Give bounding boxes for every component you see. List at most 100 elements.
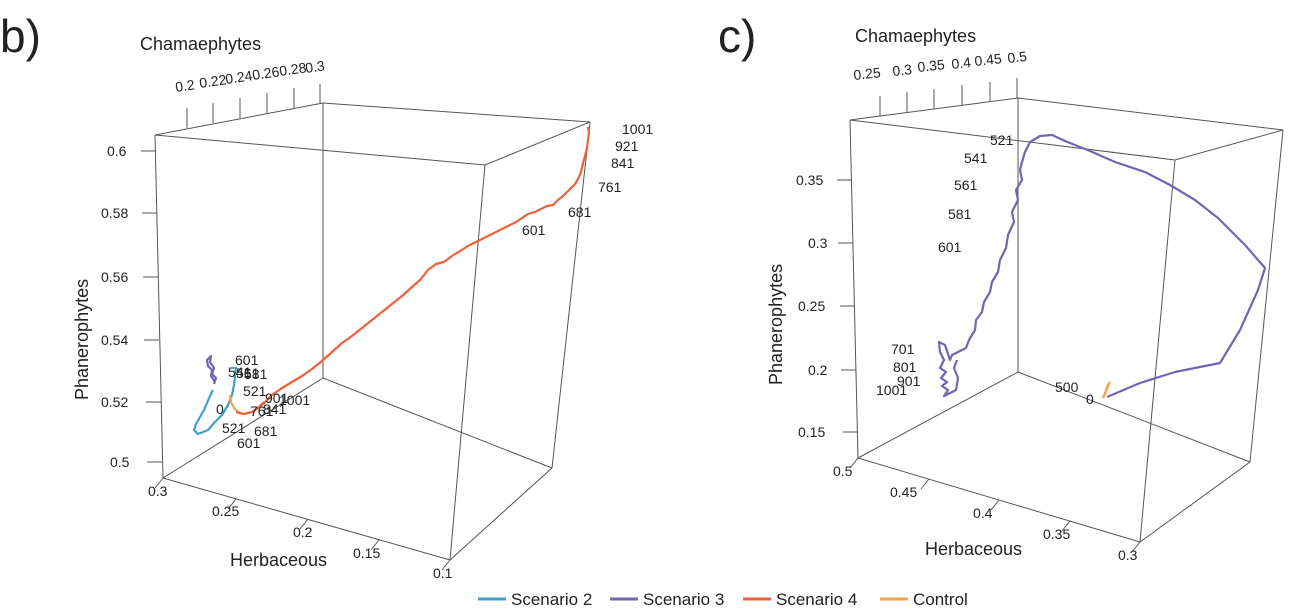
legend-label-scenario-3: Scenario 3 <box>643 590 724 609</box>
point-label: 601 <box>938 239 962 255</box>
tick-label: 0.58 <box>101 205 128 221</box>
point-label: 0 <box>1086 391 1094 407</box>
tick-label: 0.35 <box>796 172 823 188</box>
tick-mark <box>920 478 930 490</box>
panel-c-series-scenario-3 <box>937 133 1267 399</box>
tick-label: 0.3 <box>808 235 828 251</box>
tick-label: 0.5 <box>1007 48 1028 66</box>
panel-b-cube-edge <box>154 134 164 479</box>
point-label: 901 <box>897 373 921 389</box>
point-label: 521 <box>243 383 267 399</box>
panel-b-series-control <box>228 394 239 413</box>
panel-b-cube <box>154 102 591 561</box>
point-label: 701 <box>891 341 915 357</box>
legend: Scenario 2 Scenario 3 Scenario 4 Control <box>478 590 968 609</box>
point-label: 1001 <box>279 392 310 408</box>
point-label: 581 <box>948 206 972 222</box>
panel-c-left-axis-label: Phanerophytes <box>766 264 786 385</box>
point-label: 521 <box>222 420 246 436</box>
panel-c-cube-top <box>849 97 1284 161</box>
tick-label: 0.25 <box>212 503 239 519</box>
panel-b-cube-edge <box>162 477 451 561</box>
point-label: 841 <box>611 155 635 171</box>
point-label: 601 <box>235 352 259 368</box>
panel-c-cube-back-edge <box>857 371 1019 459</box>
panel-b-left-ticks: 0.6 0.58 0.56 0.54 0.52 0.5 <box>101 143 162 470</box>
tick-mark <box>990 499 1000 511</box>
tick-label: 0.45 <box>890 484 917 500</box>
tick-label: 0.54 <box>101 332 128 348</box>
point-label: 601 <box>237 435 261 451</box>
tick-label: 0.25 <box>798 298 825 314</box>
panel-b-top-axis-label: Chamaephytes <box>140 34 261 54</box>
tick-label: 0.5 <box>110 454 130 470</box>
panel-c-cube-edge <box>1249 129 1284 463</box>
tick-label: 0.4 <box>951 54 972 72</box>
panel-b-bottom-ticks: 0.3 0.25 0.2 0.15 0.1 <box>148 477 453 581</box>
point-label: 681 <box>568 204 592 220</box>
panel-b-point-labels: 1001 921 841 761 681 601 601 541 561 581… <box>216 121 653 451</box>
panel-b-series <box>192 126 591 436</box>
panel-c-left-ticks: 0.35 0.3 0.25 0.2 0.15 <box>796 172 858 440</box>
panel-c: c) Chamaephytes Phanerophytes Herbaceous… <box>718 10 1284 563</box>
panel-b-cube-edge <box>449 164 486 561</box>
tick-label: 0.3 <box>304 57 326 76</box>
tick-mark <box>154 477 164 489</box>
point-label: 561 <box>236 365 260 381</box>
panel-b-series-scenario-4-start <box>235 401 265 416</box>
panel-c-point-labels: 521 541 561 581 601 701 801 901 1001 500… <box>876 132 1094 407</box>
panel-c-series-control <box>1101 381 1111 399</box>
panel-c-letter: c) <box>718 10 756 62</box>
tick-mark <box>441 559 451 571</box>
tick-label: 0.45 <box>974 50 1003 69</box>
tick-label: 0.26 <box>251 63 280 83</box>
panel-b-cube-back-edge <box>162 377 324 479</box>
tick-label: 0.52 <box>101 394 128 410</box>
tick-mark <box>299 518 309 530</box>
legend-label-scenario-2: Scenario 2 <box>511 590 592 609</box>
legend-label-control: Control <box>913 590 968 609</box>
panel-c-top-axis-label: Chamaephytes <box>855 26 976 46</box>
tick-label: 0.3 <box>148 483 168 499</box>
tick-mark <box>1131 541 1141 553</box>
point-label: 1001 <box>876 382 907 398</box>
point-label: 521 <box>990 132 1014 148</box>
tick-mark <box>370 539 380 551</box>
point-label: 761 <box>250 403 274 419</box>
panel-b-cube-top <box>154 102 591 166</box>
point-label: 500 <box>1055 379 1079 395</box>
tick-label: 0.35 <box>1043 526 1070 542</box>
panel-c-cube <box>849 97 1284 543</box>
panel-b-top-ticks: 0.2 0.22 0.24 0.26 0.28 0.3 <box>174 57 326 128</box>
point-label: 801 <box>893 359 917 375</box>
tick-label: 0.15 <box>353 545 380 561</box>
tick-label: 0.5 <box>833 463 853 479</box>
legend-label-scenario-4: Scenario 4 <box>776 590 857 609</box>
panel-c-series <box>937 133 1267 399</box>
tick-label: 0.1 <box>433 565 453 581</box>
tick-label: 0.3 <box>892 61 913 79</box>
panel-c-top-ticks: 0.25 0.3 0.35 0.4 0.45 0.5 <box>853 48 1028 116</box>
panel-b-cube-edge <box>551 121 591 469</box>
panel-c-cube-edge <box>1139 159 1176 543</box>
point-label: 541 <box>964 150 988 166</box>
tick-label: 0.2 <box>808 362 828 378</box>
panel-b-series-scenario-2 <box>192 366 238 436</box>
panel-b-cube-back-edge <box>322 377 553 469</box>
tick-label: 0.3 <box>1118 547 1138 563</box>
point-label: 581 <box>244 366 268 382</box>
panel-b-series-scenario-4 <box>254 126 591 411</box>
tick-label: 0.24 <box>224 67 253 87</box>
tick-mark <box>227 498 237 510</box>
tick-mark <box>849 457 859 469</box>
panel-b-left-axis-label: Phanerophytes <box>72 279 92 400</box>
tick-label: 0.4 <box>973 505 993 521</box>
panel-c-bottom-axis-label: Herbaceous <box>925 539 1022 559</box>
panel-c-bottom-ticks: 0.5 0.45 0.4 0.35 0.3 <box>833 457 1141 563</box>
tick-label: 0.25 <box>853 64 882 83</box>
tick-label: 0.56 <box>101 269 128 285</box>
panel-c-cube-edge <box>849 119 859 459</box>
panel-b-letter: b) <box>0 10 41 62</box>
point-label: 601 <box>522 222 546 238</box>
